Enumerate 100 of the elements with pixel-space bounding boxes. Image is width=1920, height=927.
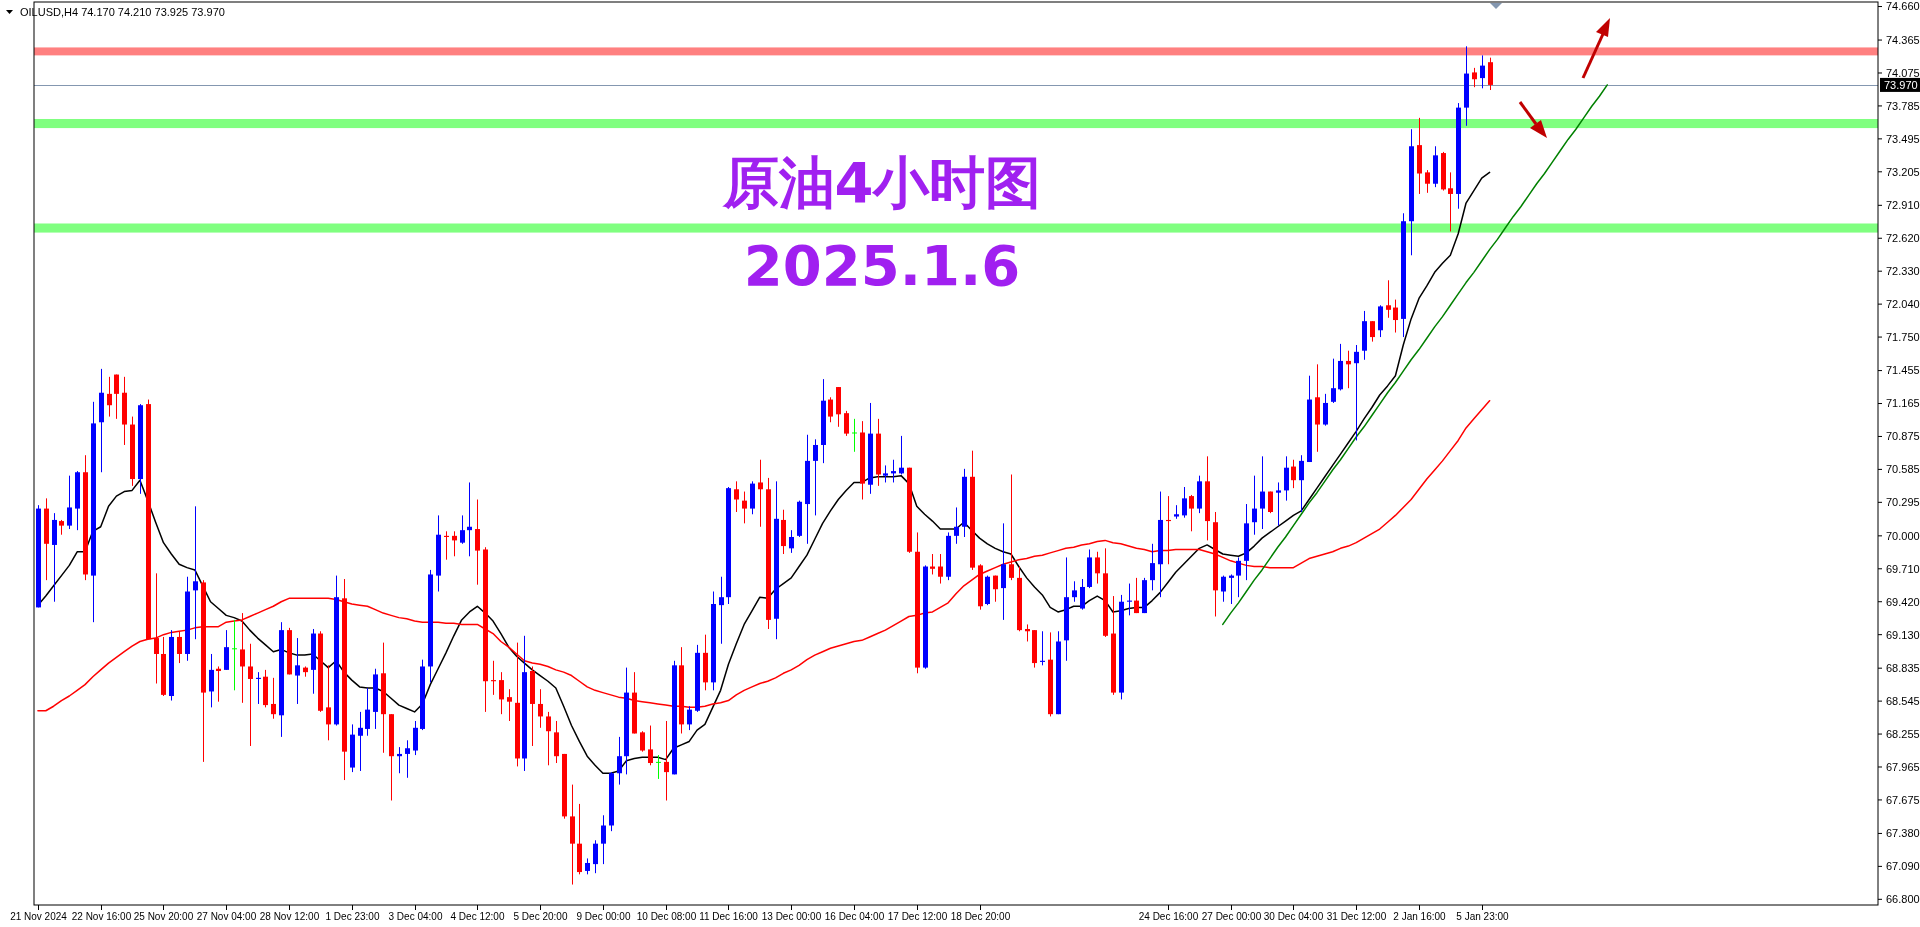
candlestick xyxy=(413,720,418,756)
x-tick-label: 31 Dec 12:00 xyxy=(1326,911,1387,922)
candlestick xyxy=(554,720,559,764)
candlestick xyxy=(758,459,763,528)
x-tick-label: 13 Dec 00:00 xyxy=(761,911,822,922)
candlestick xyxy=(365,687,370,737)
candlestick xyxy=(1189,494,1194,532)
candlestick xyxy=(1299,454,1304,513)
y-tick-label: 71.165 xyxy=(1886,397,1920,410)
x-tick-label: 22 Nov 16:00 xyxy=(71,911,132,922)
x-tick-label: 1 Dec 23:00 xyxy=(325,911,380,922)
y-tick-label: 68.545 xyxy=(1886,694,1920,707)
candlestick xyxy=(954,506,959,545)
x-tick-label: 16 Dec 04:00 xyxy=(824,911,885,922)
candlestick xyxy=(193,505,198,640)
candlestick xyxy=(546,711,551,766)
y-tick-label: 72.620 xyxy=(1886,232,1920,245)
candlestick xyxy=(538,688,543,729)
candlestick xyxy=(1001,522,1006,621)
candlestick xyxy=(67,475,72,530)
candlestick xyxy=(224,629,229,671)
candlestick xyxy=(938,553,943,585)
candlestick xyxy=(405,739,410,779)
y-tick-label: 69.130 xyxy=(1886,628,1920,641)
candlestick xyxy=(1354,344,1359,441)
candlestick xyxy=(1260,455,1265,530)
candlestick xyxy=(813,438,818,516)
candlestick xyxy=(1221,575,1226,603)
x-tick-label: 30 Dec 04:00 xyxy=(1263,911,1324,922)
candlestick xyxy=(648,725,653,766)
y-tick-label: 68.255 xyxy=(1886,727,1920,740)
candlestick xyxy=(742,491,747,524)
candlestick xyxy=(248,643,253,747)
candlestick xyxy=(1370,320,1375,343)
candlestick xyxy=(1291,459,1296,489)
candlestick xyxy=(1276,481,1281,527)
candlestick xyxy=(1323,393,1328,427)
y-tick-label: 70.000 xyxy=(1886,529,1920,542)
y-tick-label: 72.040 xyxy=(1886,297,1920,310)
y-tick-label: 69.710 xyxy=(1886,562,1920,575)
y-tick-label: 71.750 xyxy=(1886,330,1920,343)
candlestick xyxy=(1080,578,1085,611)
candlestick xyxy=(1095,551,1100,585)
y-tick-label: 69.420 xyxy=(1886,595,1920,608)
candlestick xyxy=(271,677,276,720)
candlestick xyxy=(358,711,363,772)
candlestick xyxy=(295,637,300,705)
y-tick-label: 70.585 xyxy=(1886,463,1920,476)
candlestick xyxy=(475,499,480,586)
candlestick xyxy=(1252,475,1257,536)
candlestick xyxy=(499,671,504,715)
candlestick xyxy=(930,553,935,575)
line-series xyxy=(1222,84,1609,626)
y-tick-label: 73.205 xyxy=(1886,165,1920,178)
x-tick-label: 18 Dec 20:00 xyxy=(950,911,1011,922)
candlestick xyxy=(601,814,606,865)
candlestick xyxy=(734,480,739,513)
y-tick-label: 67.090 xyxy=(1886,860,1920,873)
candlestick xyxy=(209,653,214,708)
candlestick xyxy=(507,688,512,722)
candlestick xyxy=(240,612,245,704)
x-tick-label: 25 Nov 20:00 xyxy=(133,911,194,922)
candlestick xyxy=(1229,573,1234,605)
candlestick xyxy=(852,418,857,453)
candlestick xyxy=(154,572,159,685)
ref-line-label: 73.970 xyxy=(1884,78,1918,91)
y-tick-label: 70.875 xyxy=(1886,430,1920,443)
x-tick-label: 11 Dec 16:00 xyxy=(699,911,759,922)
candlestick xyxy=(216,665,221,703)
candlestick xyxy=(1331,358,1336,404)
candlestick xyxy=(1236,556,1241,598)
annotation: OILUSD,H4 74.170 74.210 73.925 73.970 xyxy=(20,6,225,18)
candlestick xyxy=(719,576,724,645)
y-tick-label: 70.295 xyxy=(1886,496,1920,509)
candlestick xyxy=(664,720,669,801)
candlestick xyxy=(687,705,692,731)
candlestick xyxy=(1448,171,1453,232)
y-tick-label: 67.965 xyxy=(1886,760,1920,773)
x-tick-label: 9 Dec 00:00 xyxy=(576,911,631,922)
x-tick-label: 3 Dec 04:00 xyxy=(388,911,443,922)
y-tick-label: 66.800 xyxy=(1886,893,1920,906)
candlestick xyxy=(1393,299,1398,334)
y-tick-label: 67.380 xyxy=(1886,827,1920,840)
candlestick xyxy=(828,396,833,423)
candlestick xyxy=(640,730,645,753)
y-tick-label: 72.910 xyxy=(1886,199,1920,212)
x-tick-label: 27 Nov 04:00 xyxy=(196,911,257,922)
candlestick xyxy=(1072,580,1077,603)
y-tick-label: 68.835 xyxy=(1886,662,1920,675)
x-tick-label: 24 Dec 16:00 xyxy=(1138,911,1199,922)
y-tick-label: 74.365 xyxy=(1886,33,1920,46)
x-tick-label: 2 Jan 16:00 xyxy=(1393,911,1447,922)
candlestick xyxy=(177,630,182,664)
x-tick-label: 17 Dec 12:00 xyxy=(887,911,948,922)
candlestick xyxy=(1425,169,1430,194)
candlestick xyxy=(1284,455,1289,502)
candlestick xyxy=(1009,474,1014,581)
x-tick-label: 28 Nov 12:00 xyxy=(259,911,320,922)
y-tick-label: 73.785 xyxy=(1886,99,1920,112)
candlestick xyxy=(789,529,794,554)
